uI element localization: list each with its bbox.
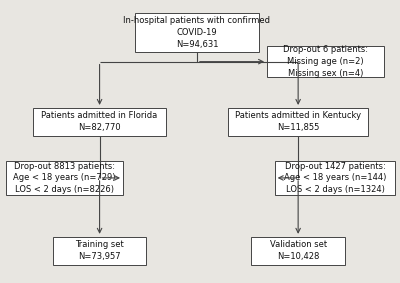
FancyBboxPatch shape [252, 237, 345, 265]
FancyBboxPatch shape [6, 161, 123, 195]
FancyBboxPatch shape [267, 46, 384, 77]
Text: Validation set
N=10,428: Validation set N=10,428 [270, 240, 327, 261]
Text: Drop-out 1427 patients:
Age < 18 years (n=144)
LOS < 2 days (n=1324): Drop-out 1427 patients: Age < 18 years (… [284, 162, 386, 194]
FancyBboxPatch shape [135, 13, 259, 52]
Text: Training set
N=73,957: Training set N=73,957 [75, 240, 124, 261]
FancyBboxPatch shape [228, 108, 368, 136]
FancyBboxPatch shape [53, 237, 146, 265]
Text: Patients admitted in Florida
N=82,770: Patients admitted in Florida N=82,770 [42, 112, 158, 132]
Text: Patients admitted in Kentucky
N=11,855: Patients admitted in Kentucky N=11,855 [235, 112, 361, 132]
FancyBboxPatch shape [275, 161, 396, 195]
Text: Drop-out 8813 patients:
Age < 18 years (n=729)
LOS < 2 days (n=8226): Drop-out 8813 patients: Age < 18 years (… [13, 162, 116, 194]
Text: In-hospital patients with confirmed
COVID-19
N=94,631: In-hospital patients with confirmed COVI… [124, 16, 270, 48]
Text: Drop-out 6 patients:
Missing age (n=2)
Missing sex (n=4): Drop-out 6 patients: Missing age (n=2) M… [283, 45, 368, 78]
FancyBboxPatch shape [33, 108, 166, 136]
